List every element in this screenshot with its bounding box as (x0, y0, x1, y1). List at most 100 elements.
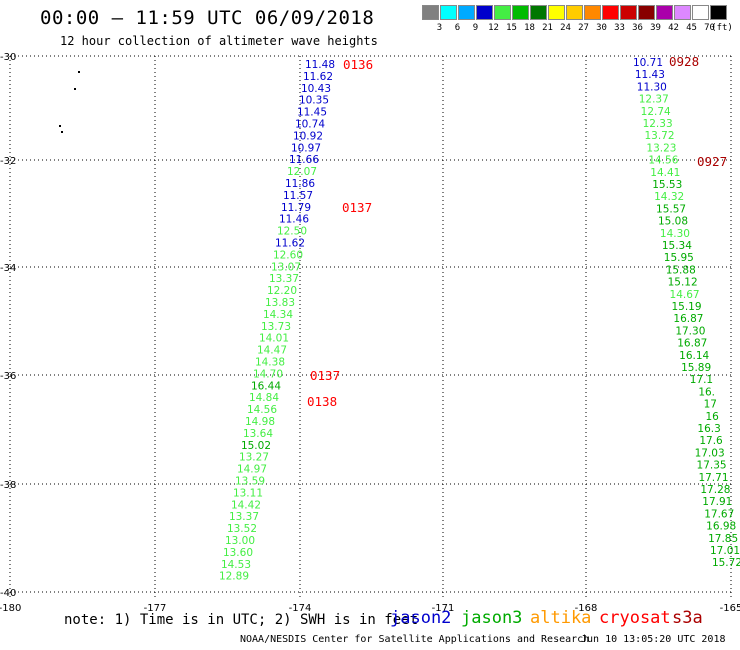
wave-height-value: 10.43 (301, 83, 331, 95)
lat-tick-label: -40 (0, 588, 16, 599)
generated-timestamp: Jun 10 13:05:20 UTC 2018 (581, 634, 726, 645)
wave-height-value: 13.52 (227, 523, 257, 535)
wave-height-value: 16. (698, 386, 715, 398)
wave-height-value: 17.30 (675, 325, 705, 337)
wave-height-value: 15.95 (664, 252, 694, 264)
wave-height-value: 17.35 (697, 460, 727, 472)
wave-height-value: 14.41 (650, 167, 680, 179)
wave-height-value: 17.71 (698, 472, 728, 484)
legend-label: 33 (614, 23, 625, 33)
wave-height-value: 10.71 (633, 57, 663, 69)
wave-height-value: 17.1 (690, 374, 713, 386)
legend-label: 24 (560, 23, 571, 33)
wave-height-value: 10.35 (299, 95, 329, 107)
wave-height-value: 13.00 (225, 535, 255, 547)
wave-height-value: 16.44 (251, 380, 281, 392)
island-dot (78, 71, 80, 73)
wave-height-value: 11.62 (275, 238, 305, 250)
wave-height-value: 17.85 (708, 533, 738, 545)
wave-height-value: 13.64 (243, 428, 273, 440)
wave-height-value: 16 (706, 411, 720, 423)
wave-height-value: 13.72 (644, 130, 674, 142)
legend-label: 36 (632, 23, 643, 33)
mission-label: jason3 (461, 608, 523, 628)
legend-label: 6 (454, 23, 461, 33)
wave-height-value: 14.34 (263, 309, 293, 321)
legend-swatch (566, 5, 583, 20)
lat-tick-label: -30 (0, 52, 16, 63)
legend-swatch (494, 5, 511, 20)
chart-subtitle: 12 hour collection of altimeter wave hei… (60, 34, 378, 48)
wave-height-value: 13.37 (269, 273, 299, 285)
wave-height-value: 11.86 (285, 178, 315, 190)
legend-label: 39 (650, 23, 661, 33)
wave-height-value: 14.01 (259, 333, 289, 345)
wave-height-value: 17.01 (710, 545, 740, 557)
wave-height-value: 13.23 (646, 142, 676, 154)
wave-height-value: 14.56 (648, 155, 678, 167)
wave-height-value: 14.32 (654, 191, 684, 203)
wave-height-value: 17.03 (695, 447, 725, 459)
wave-height-value: 15.89 (681, 362, 711, 374)
lat-tick-label: -36 (0, 371, 16, 382)
wave-height-value: 15.88 (666, 264, 696, 276)
lon-tick-label: -180 (0, 603, 21, 614)
pass-time-label: 0927 (697, 154, 727, 169)
legend-unit: (ft) (711, 23, 733, 33)
wave-height-value: 16.87 (677, 338, 707, 350)
island-dot (61, 131, 63, 133)
wave-height-value: 15.34 (662, 240, 692, 252)
legend-swatch (602, 5, 619, 20)
legend-label: 3 (436, 23, 443, 33)
wave-height-value: 16.98 (706, 521, 736, 533)
wave-height-value: 10.74 (295, 119, 325, 131)
lon-tick-label: -177 (144, 603, 167, 614)
wave-height-value: 14.53 (221, 559, 251, 571)
wave-height-value: 15.19 (671, 301, 701, 313)
legend-label: 30 (596, 23, 607, 33)
wave-height-value: 12.50 (277, 226, 307, 238)
wave-height-value: 15.02 (241, 440, 271, 452)
wave-height-value: 12.89 (219, 571, 249, 583)
wave-height-value: 14.47 (257, 345, 287, 357)
legend-label: 12 (488, 23, 499, 33)
mission-label: s3a (672, 608, 703, 628)
legend-swatch (620, 5, 637, 20)
pass-time-label: 0138 (307, 394, 337, 409)
legend-swatch (656, 5, 673, 20)
pass-time-label: 0137 (310, 368, 340, 383)
units-note: note: 1) Time is in UTC; 2) SWH is in fe… (64, 612, 419, 628)
lon-tick-label: -165 (720, 603, 740, 614)
wave-height-value: 14.38 (255, 357, 285, 369)
legend-label: 70 (704, 23, 715, 33)
wave-height-value: 13.27 (239, 452, 269, 464)
wave-height-value: 13.59 (235, 476, 265, 488)
wave-height-value: 14.97 (237, 464, 267, 476)
chart-title: 00:00 – 11:59 UTC 06/09/2018 (40, 7, 375, 29)
wave-height-value: 11.62 (303, 71, 333, 83)
wave-height-value: 11.48 (305, 59, 335, 71)
wave-height-value: 13.73 (261, 321, 291, 333)
wave-height-value: 12.37 (639, 94, 669, 106)
legend-label: 21 (542, 23, 553, 33)
wave-height-value: 13.37 (229, 511, 259, 523)
mission-label: cryosat (599, 608, 671, 628)
island-dot (74, 88, 76, 90)
legend-swatch (548, 5, 565, 20)
wave-height-value: 11.46 (279, 214, 309, 226)
wave-height-value: 14.70 (253, 368, 283, 380)
wave-height-value: 13.83 (265, 297, 295, 309)
wave-height-value: 13.07 (271, 261, 301, 273)
legend-swatch (530, 5, 547, 20)
wave-height-value: 14.56 (247, 404, 277, 416)
wave-height-value: 15.08 (658, 216, 688, 228)
wave-height-value: 16.87 (673, 313, 703, 325)
legend-label: 18 (524, 23, 535, 33)
legend-label: 15 (506, 23, 517, 33)
wave-height-value: 11.30 (637, 81, 667, 93)
wave-height-value: 11.79 (281, 202, 311, 214)
legend-swatch (584, 5, 601, 20)
wave-height-value: 11.43 (635, 69, 665, 81)
wave-height-value: 11.57 (283, 190, 313, 202)
